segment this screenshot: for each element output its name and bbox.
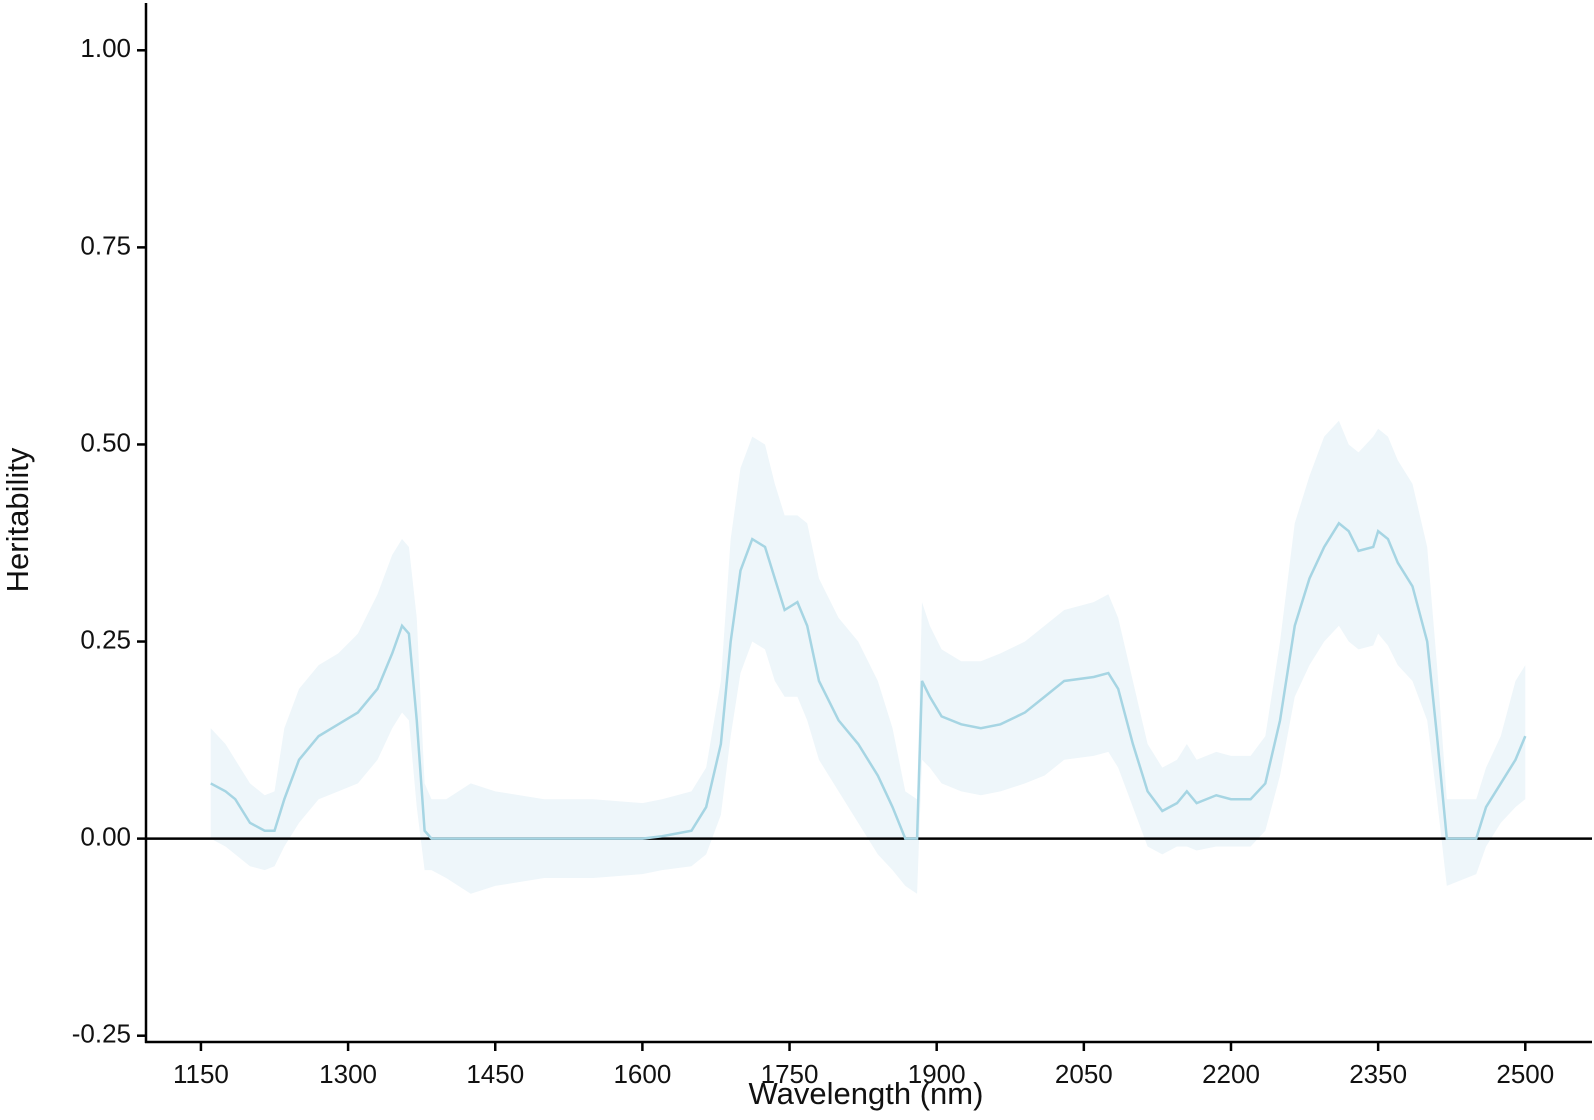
x-tick-label: 1300 — [319, 1059, 377, 1089]
y-axis-title: Heritability — [0, 447, 35, 592]
x-tick-label: 1150 — [173, 1059, 229, 1089]
heritability-line — [210, 521, 1527, 840]
x-tick-label: 2200 — [1202, 1059, 1260, 1089]
y-tick-label: -0.25 — [72, 1019, 131, 1049]
x-tick-label: 2350 — [1349, 1059, 1407, 1089]
y-tick-label: 0.00 — [80, 821, 131, 851]
y-tick-label: 0.50 — [80, 427, 131, 457]
y-tick-label: 0.25 — [80, 624, 131, 654]
y-tick-label: 0.75 — [80, 230, 131, 260]
y-tick-label: 1.00 — [80, 33, 131, 63]
x-tick-label: 2500 — [1496, 1059, 1554, 1089]
confidence-band — [210, 420, 1526, 894]
x-tick-label: 1450 — [466, 1059, 524, 1089]
x-tick-label: 1750 — [761, 1059, 819, 1089]
x-tick-label: 1900 — [908, 1059, 966, 1089]
x-tick-label: 1600 — [613, 1059, 671, 1089]
x-tick-label: 2050 — [1055, 1059, 1113, 1089]
x-axis-title: Wavelength (nm) — [749, 1076, 984, 1111]
